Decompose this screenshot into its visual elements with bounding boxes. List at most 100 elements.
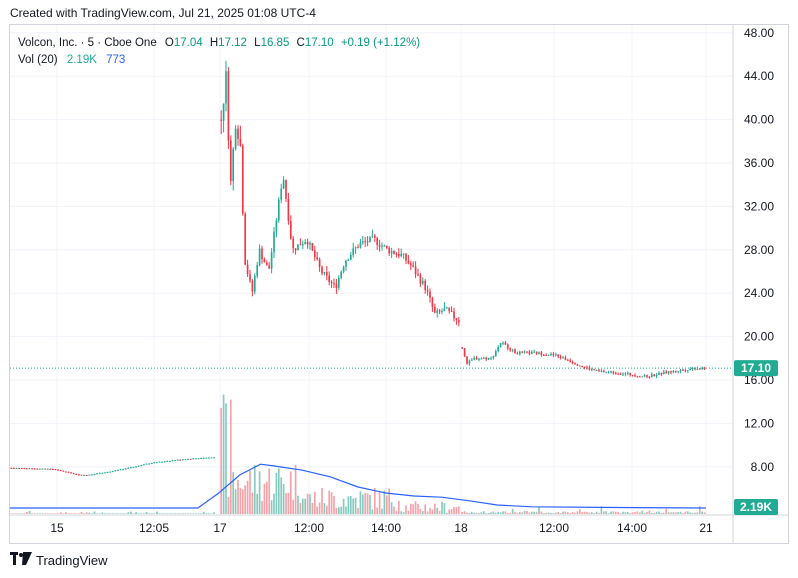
candle-body [369,236,371,242]
volume-bar [67,513,70,514]
volume-bar [41,513,44,514]
volume-bar [142,513,145,514]
volume-label[interactable]: Vol (20) [18,54,58,66]
volume-bar [381,508,383,514]
last-price-badge [734,360,778,377]
candle-body [280,188,283,200]
candle-body [70,472,73,474]
volume-bar [359,491,362,514]
candle-body [122,469,125,471]
candle-body [265,262,268,266]
candle-body [232,148,235,182]
volume-bar [109,513,112,514]
volume-bar [552,513,555,514]
symbol-label[interactable]: Volcon, Inc. · 5 · Cboe One [18,37,157,49]
candle-body [412,265,415,267]
close-value: 17.10 [304,37,334,49]
candle-body [256,265,259,276]
candle-body [197,458,200,460]
volume-bar [614,511,617,514]
volume-bar [75,513,78,514]
price-tick-label: 28.00 [744,243,774,257]
candle-body [650,374,653,378]
volume-bar [429,507,431,514]
volume-bar [93,511,96,514]
candle-body [564,357,567,360]
volume-bar [694,512,696,514]
volume-bar [598,512,600,514]
x-tick-label: 15 [50,521,64,535]
candle-body [487,358,490,360]
candle-body [419,274,422,284]
tradingview-logo-icon [10,552,32,568]
candle-body [237,128,239,139]
candle-body [634,375,636,377]
volume-bar [309,494,311,514]
volume-bar [550,512,552,514]
volume-bar [232,472,235,514]
candle-body [429,291,431,298]
candle-body [552,353,555,355]
volume-bar [258,471,261,514]
volume-bar [316,506,319,514]
volume-bar [463,511,466,514]
volume-bar [64,512,67,514]
candle-body [679,369,682,372]
volume-bar [122,513,125,514]
candle-body [466,356,468,364]
candle-body [600,370,603,372]
volume-bar [244,485,247,514]
volume-bar [364,492,367,514]
volume-bar [701,511,704,514]
candle-body [354,247,357,249]
candle-body [475,357,478,360]
volume-bar [383,490,386,514]
volume-bar [111,513,114,514]
candle-body [335,283,338,288]
volume-bar [533,511,536,514]
volume-bar [407,510,410,514]
volume-bar [246,480,249,514]
candle-body [49,468,52,470]
footer-brand[interactable]: TradingView [10,552,108,568]
volume-bar [542,512,545,514]
candle-body [461,347,464,349]
volume-bar [25,512,28,514]
candle-body [119,469,122,471]
candle-body [482,357,485,359]
volume-bar [665,508,668,514]
volume-bar [12,513,15,514]
candle-body [222,103,225,121]
volume-bar [634,512,636,514]
volume-bar [31,513,34,514]
candle-body [325,271,328,276]
candle-body [72,473,75,475]
volume-bar [145,512,148,514]
candle-body [109,471,112,473]
candle-body [473,357,476,360]
candle-body [509,348,512,351]
candle-body [10,467,13,469]
candle-body [578,365,581,367]
candle-body [253,275,256,292]
volume-bar [453,507,455,514]
volume-bar [600,506,603,514]
volume-bar [638,512,641,514]
volume-bar [540,511,543,514]
candle-body [140,465,143,467]
volume-bar [619,512,622,514]
candle-body [694,367,696,370]
candle-body [658,372,660,376]
chart-frame[interactable] [9,24,789,544]
candle-body [292,238,295,249]
candle-body [229,140,232,182]
volume-bar [405,505,407,514]
volume-bar [299,502,302,514]
volume-bar [480,512,483,514]
volume-bar [335,508,338,514]
candle-body [598,369,600,371]
candle-body [166,461,169,463]
volume-bar [304,498,307,514]
candle-body [672,370,675,373]
